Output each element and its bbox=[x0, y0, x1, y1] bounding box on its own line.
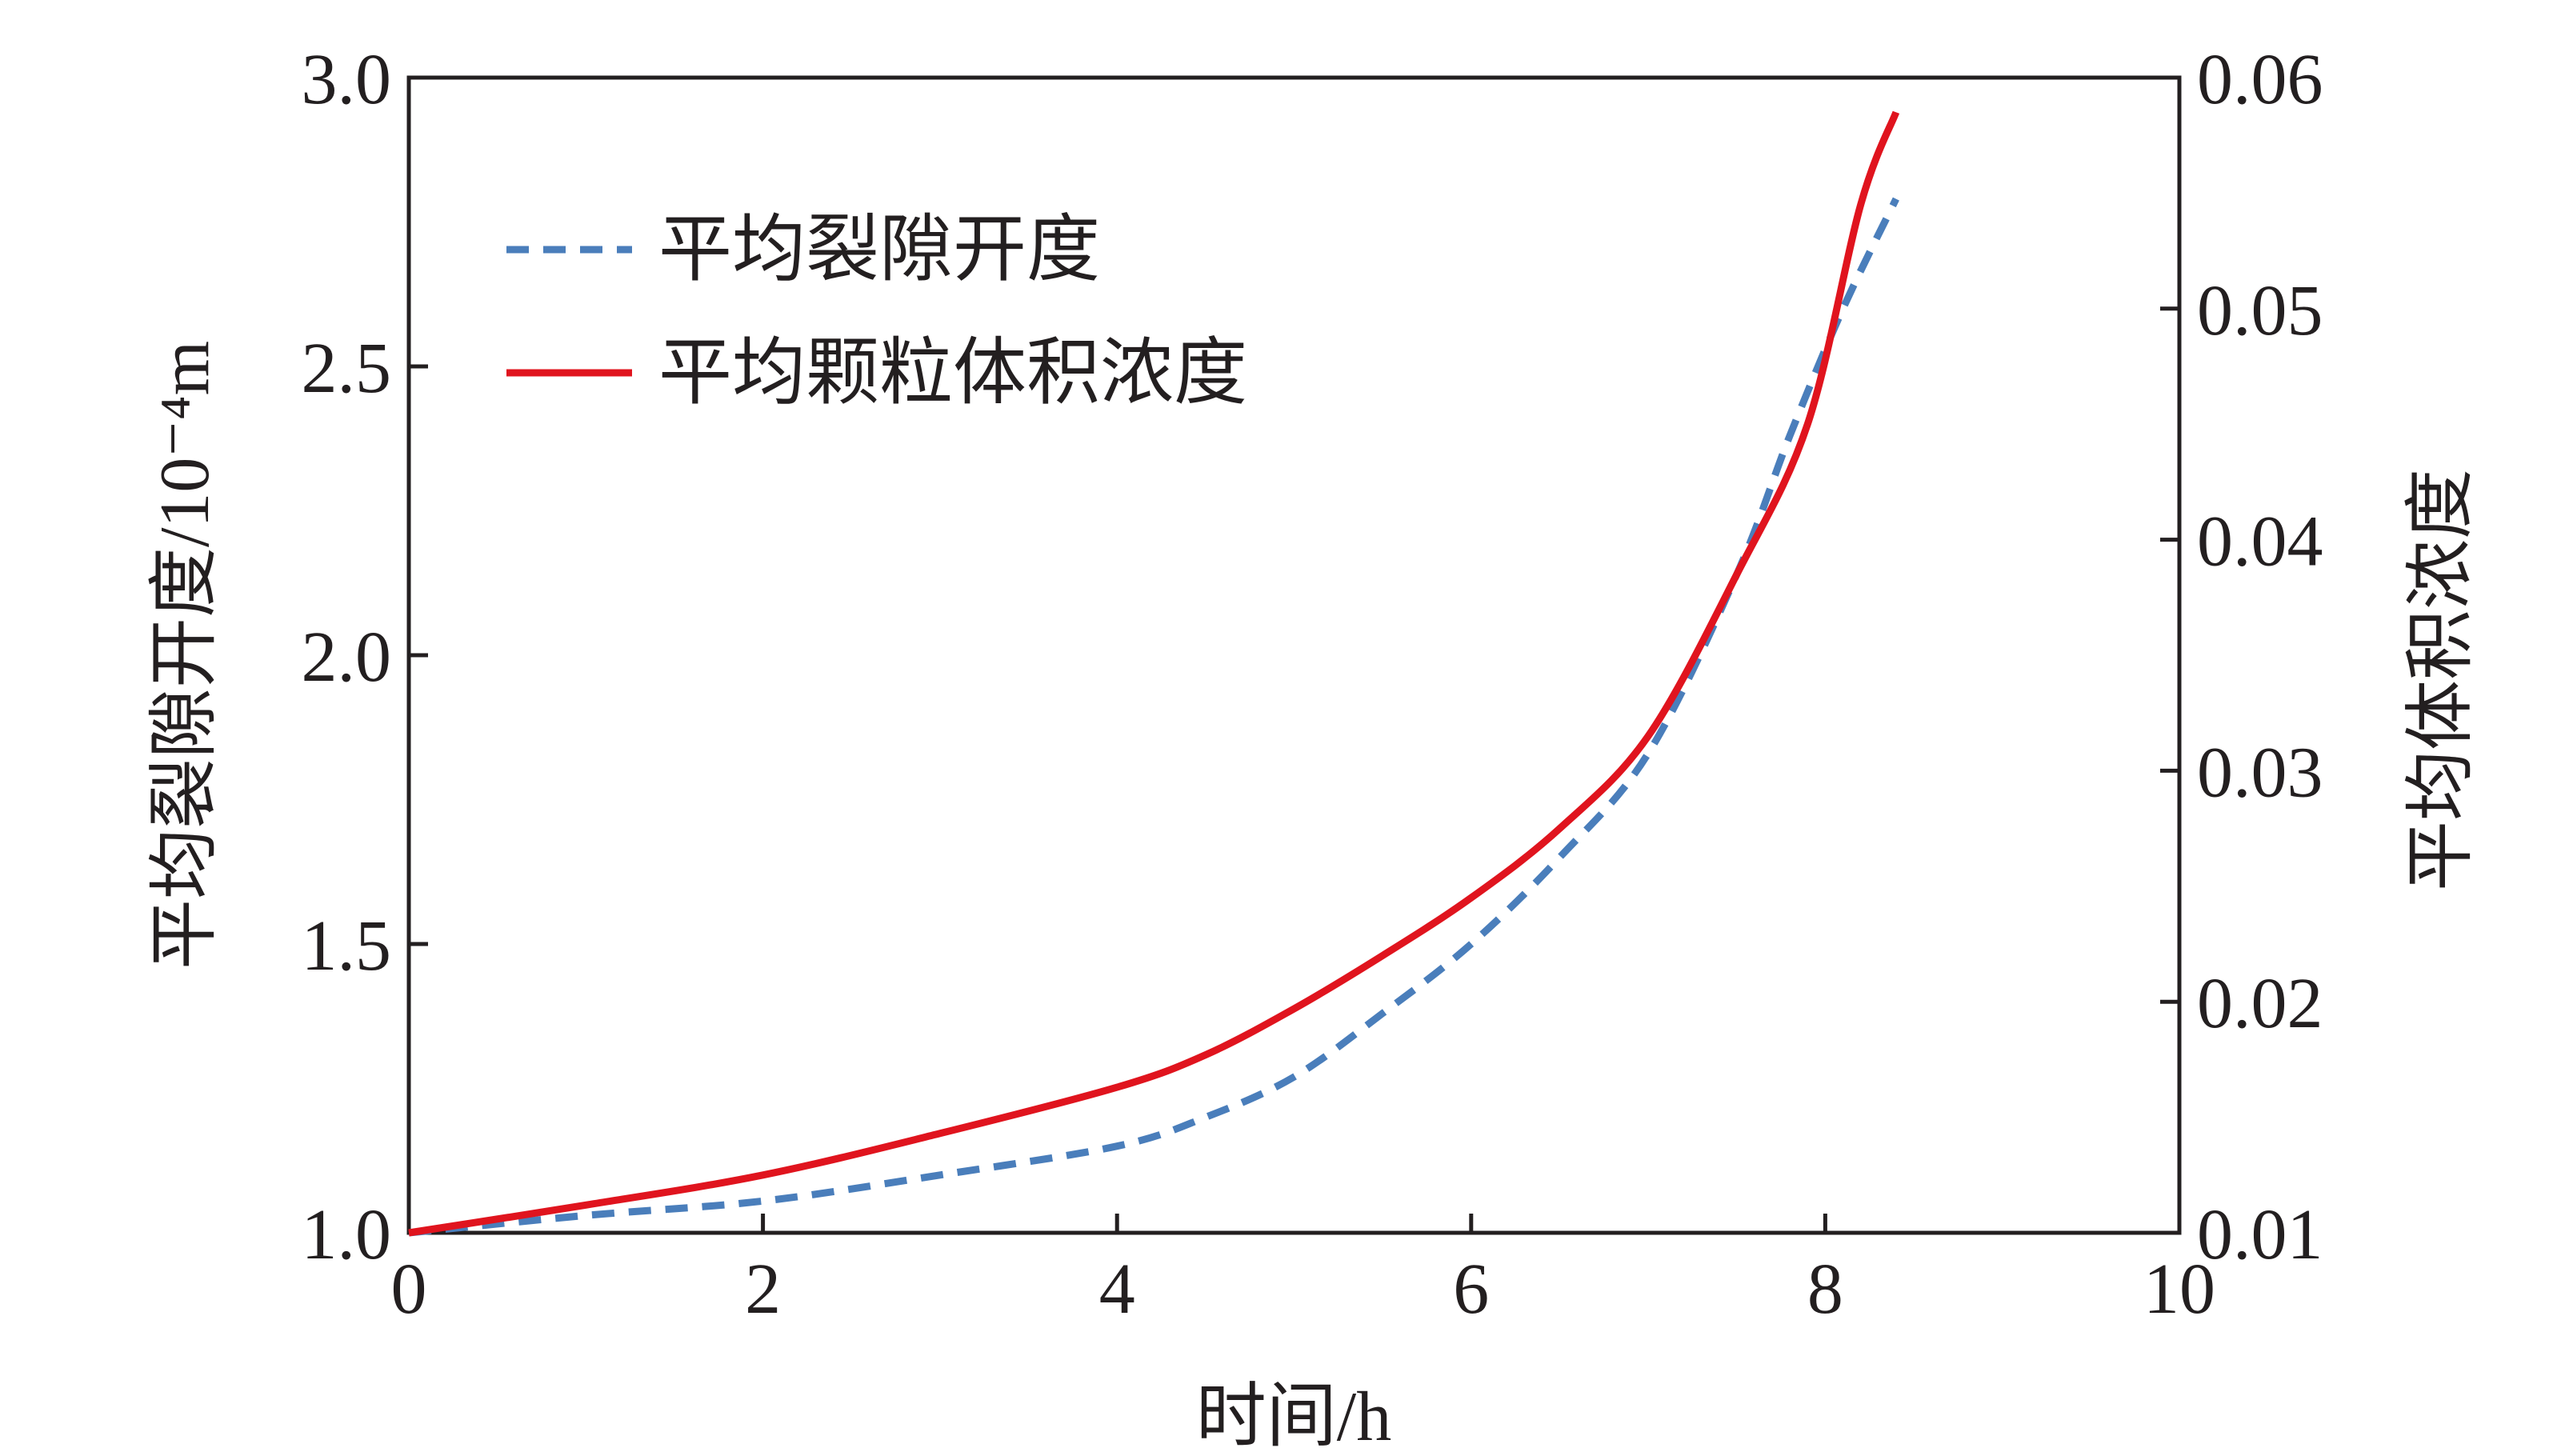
y-left-tick-label: 1.0 bbox=[302, 1195, 392, 1274]
legend: 平均裂隙开度 平均颗粒体积浓度 bbox=[506, 209, 1247, 414]
series-line-concentration bbox=[408, 110, 1900, 1237]
series-layer bbox=[408, 110, 1900, 1237]
y-left-axis-title: 平均裂隙开度/10⁻⁴m bbox=[146, 341, 224, 970]
y-left-axis-ticks: 1.0 1.5 2.0 2.5 3.0 bbox=[302, 40, 428, 1274]
y-left-tick-label: 1.5 bbox=[302, 906, 392, 986]
y-right-tick-label: 0.04 bbox=[2197, 502, 2323, 582]
x-tick-label: 2 bbox=[745, 1250, 781, 1329]
legend-label-concentration: 平均颗粒体积浓度 bbox=[658, 332, 1247, 414]
x-tick-label: 8 bbox=[1807, 1250, 1843, 1329]
y-right-tick-label: 0.06 bbox=[2197, 40, 2323, 119]
y-right-tick-label: 0.03 bbox=[2197, 733, 2323, 812]
x-tick-label: 10 bbox=[2143, 1250, 2215, 1329]
y-right-tick-label: 0.05 bbox=[2197, 271, 2323, 350]
x-tick-label: 0 bbox=[391, 1250, 427, 1329]
series-line-aperture bbox=[408, 197, 1899, 1237]
legend-label-aperture: 平均裂隙开度 bbox=[658, 209, 1100, 290]
y-left-tick-label: 3.0 bbox=[302, 40, 392, 119]
x-axis-ticks: 0 2 4 6 8 10 bbox=[391, 1214, 2215, 1329]
x-tick-label: 6 bbox=[1453, 1250, 1489, 1329]
y-right-axis-ticks: 0.01 0.02 0.03 0.04 0.05 0.06 bbox=[2160, 40, 2323, 1274]
y-right-tick-label: 0.01 bbox=[2197, 1195, 2323, 1274]
y-left-tick-label: 2.0 bbox=[302, 618, 392, 697]
x-tick-label: 4 bbox=[1099, 1250, 1135, 1329]
y-left-tick-label: 2.5 bbox=[302, 329, 392, 408]
y-right-tick-label: 0.02 bbox=[2197, 964, 2323, 1043]
x-axis-title: 时间/h bbox=[1196, 1378, 1391, 1456]
y-right-axis-title: 平均体积浓度 bbox=[2403, 469, 2480, 891]
